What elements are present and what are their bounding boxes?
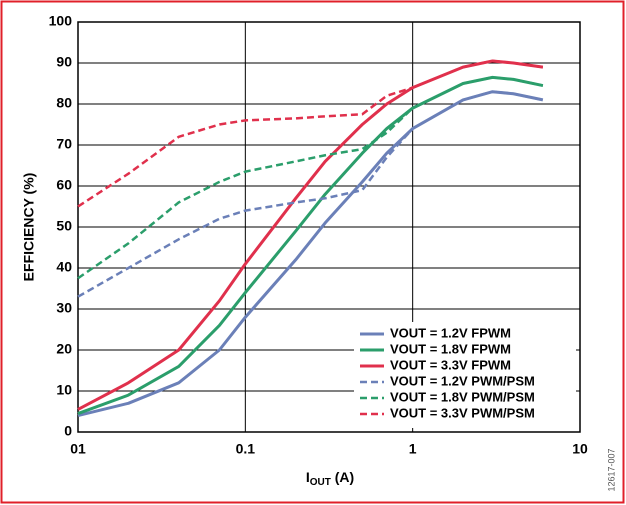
y-tick-label: 20 [56,341,72,357]
series-line [77,76,544,280]
legend-box [354,322,576,428]
series-line [77,90,544,298]
y-tick-label: 10 [56,382,72,398]
series-line [77,59,544,208]
y-tick-label: 90 [56,54,72,70]
legend-label: VOUT = 3.3V FPWM [390,357,511,372]
y-tick-label: 60 [56,177,72,193]
legend-label: VOUT = 1.2V PWM/PSM [390,373,535,388]
y-tick-label: 40 [56,259,72,275]
legend-label: VOUT = 1.8V FPWM [390,341,511,356]
y-tick-label: 50 [56,218,72,234]
figure-id: 12617-007 [606,448,616,491]
y-tick-label: 100 [49,13,73,29]
x-tick-label: 0.1 [236,441,256,457]
y-tick-label: 80 [56,95,72,111]
series-line [77,90,544,418]
legend-label: VOUT = 1.8V PWM/PSM [390,389,535,404]
legend-label: VOUT = 3.3V PWM/PSM [390,405,535,420]
x-tick-label: 1 [409,441,417,457]
x-tick-label: 01 [70,441,86,457]
x-axis-label-unit: (A) [331,469,354,485]
x-axis-label: IOUT (A) [306,469,354,488]
plot-frame [77,21,581,433]
x-tick-label: 10 [572,441,588,457]
y-tick-label: 0 [64,423,72,439]
y-tick-label: 70 [56,136,72,152]
y-tick-label: 30 [56,300,72,316]
legend-label: VOUT = 1.2V FPWM [390,325,511,340]
x-axis-label-sub: OUT [310,477,331,488]
y-axis-label: EFFICIENCY (%) [21,173,37,282]
x-axis-label-main: I [306,469,310,485]
